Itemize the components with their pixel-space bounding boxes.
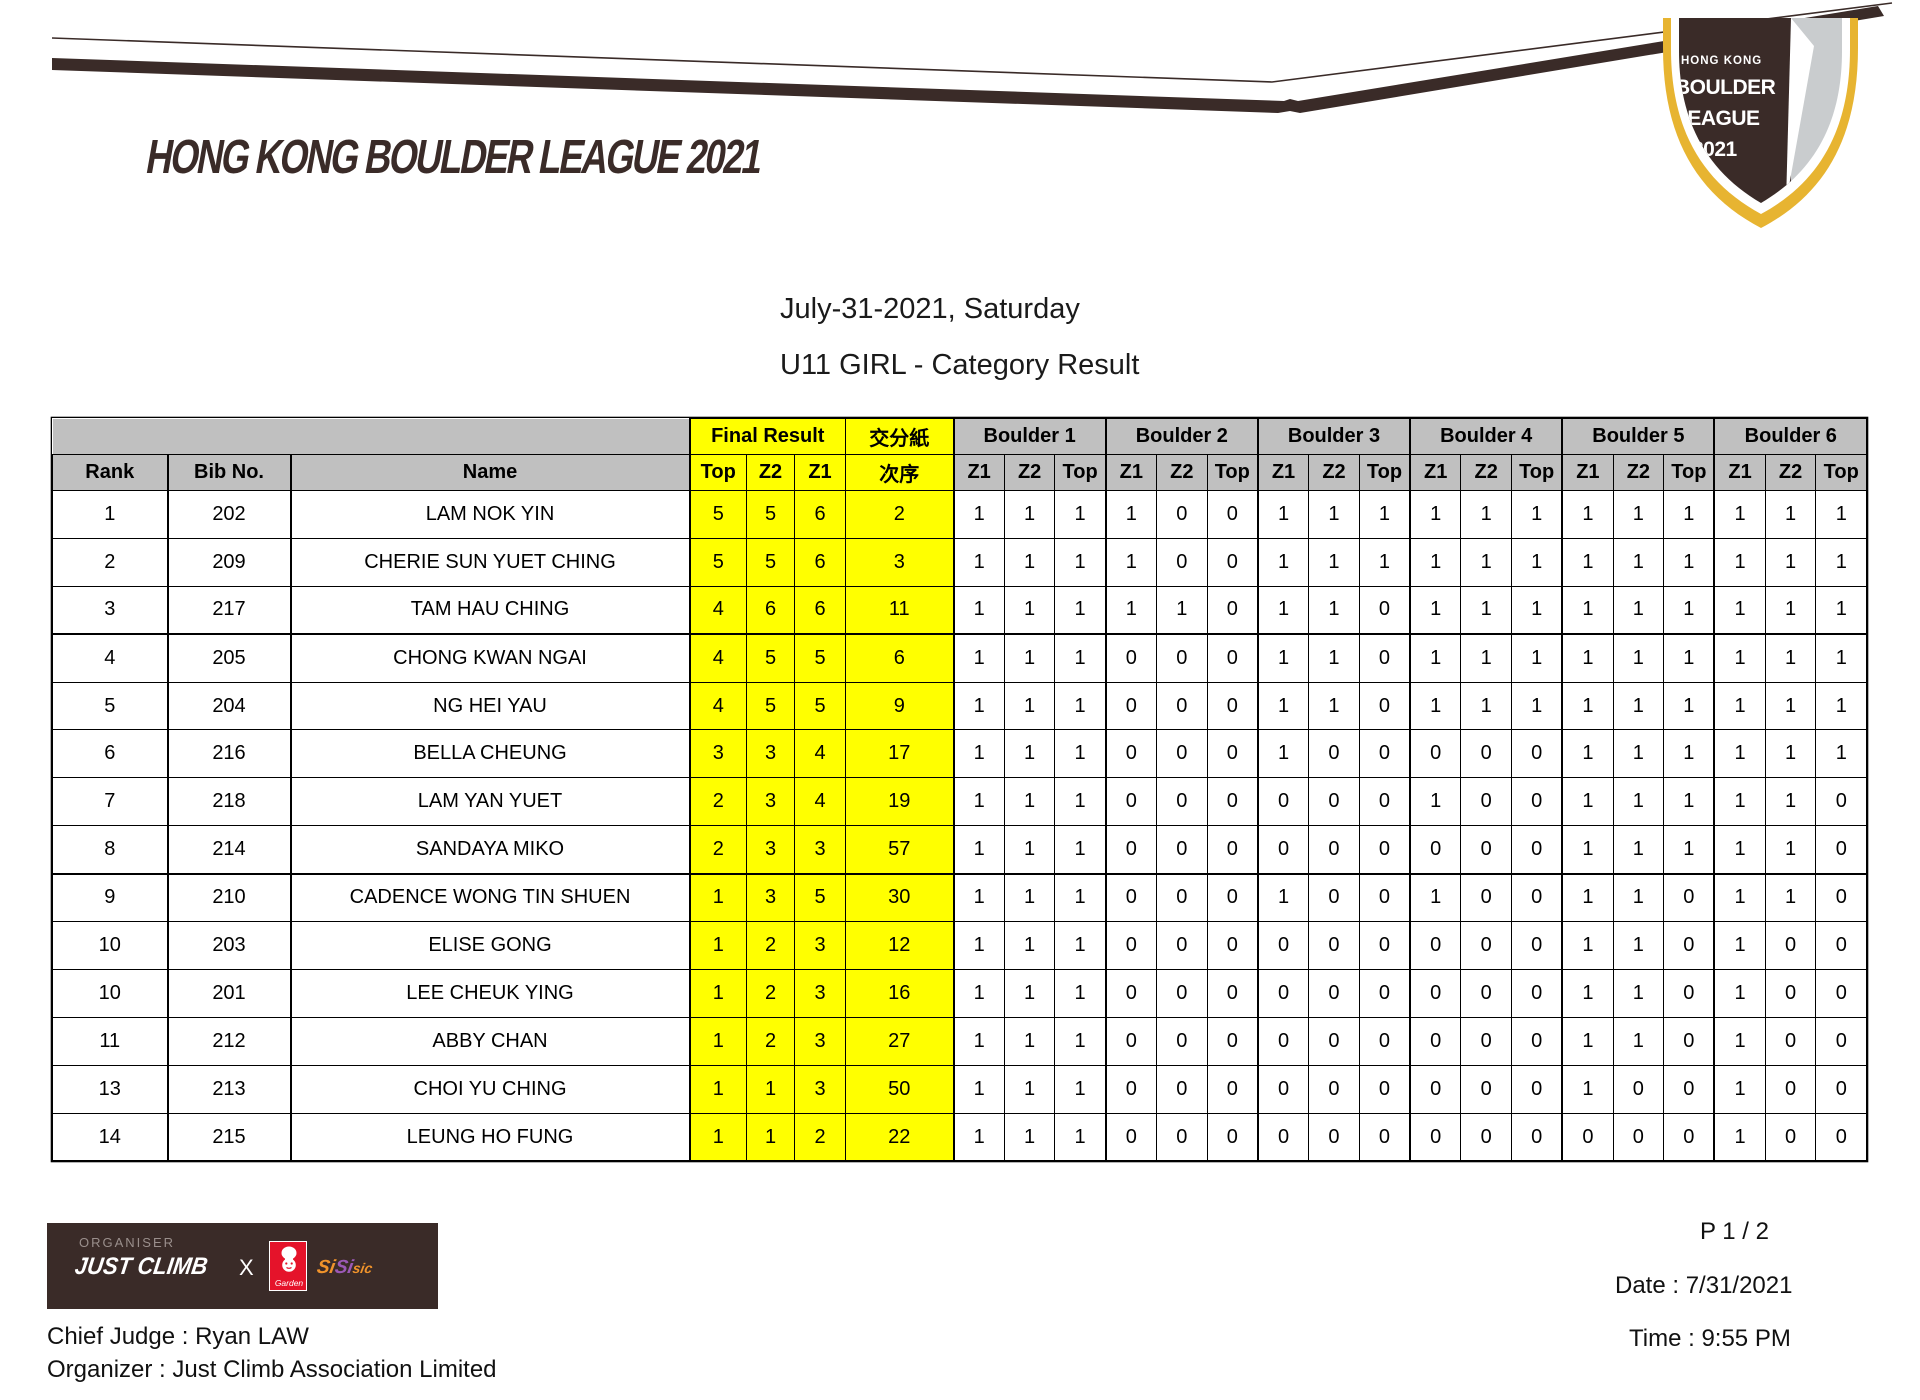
svg-text:BOULDER: BOULDER xyxy=(1675,76,1776,99)
svg-text:HONG KONG: HONG KONG xyxy=(1681,55,1762,67)
